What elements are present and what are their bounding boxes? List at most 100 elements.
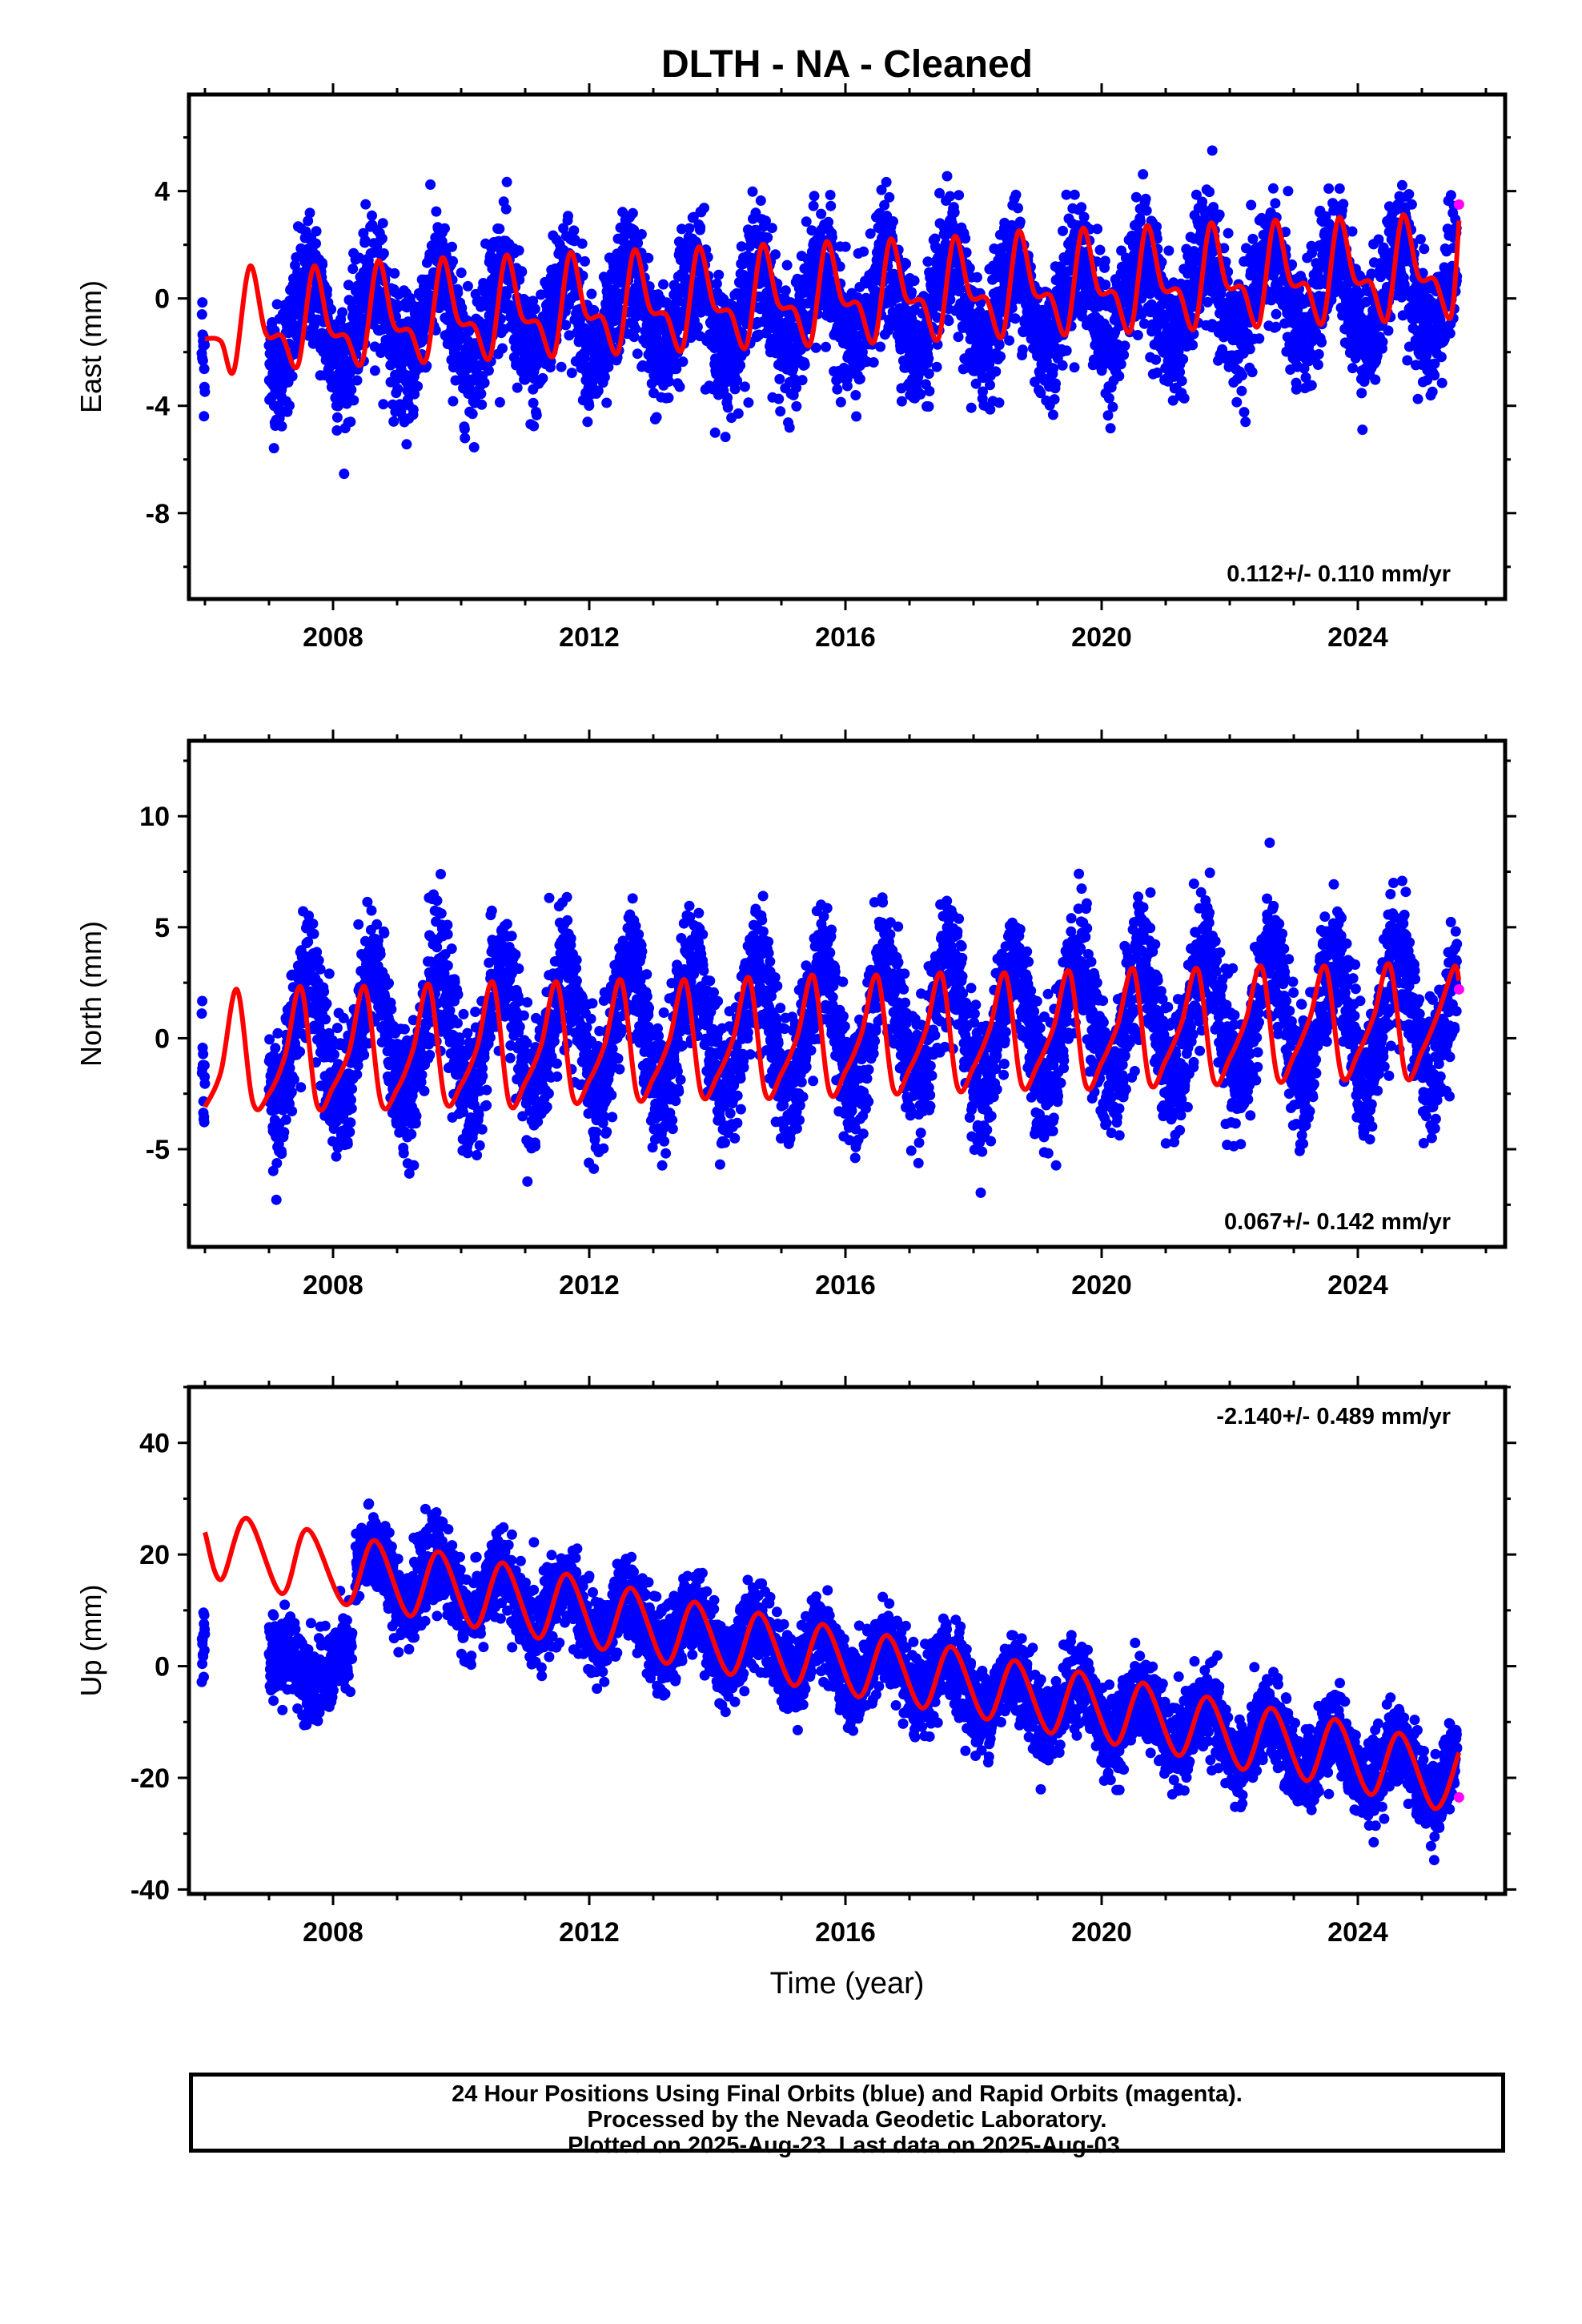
- final-orbit-point: [729, 384, 741, 395]
- final-orbit-point: [770, 249, 781, 260]
- final-orbit-point: [287, 371, 298, 382]
- final-orbit-point: [923, 353, 934, 364]
- final-orbit-point: [304, 207, 315, 219]
- final-orbit-point: [558, 223, 569, 234]
- final-orbit-point: [494, 223, 505, 235]
- final-orbit-point: [909, 275, 920, 286]
- final-orbit-point: [580, 255, 590, 267]
- final-orbit-point: [389, 267, 400, 279]
- final-orbit-point: [1115, 359, 1126, 370]
- final-orbit-point: [923, 368, 934, 380]
- final-orbit-point: [516, 267, 528, 278]
- final-orbit-point: [346, 384, 357, 396]
- final-orbit-point: [1132, 330, 1143, 340]
- final-orbit-point: [388, 416, 400, 427]
- final-orbit-point: [841, 380, 853, 392]
- final-orbit-point: [1048, 363, 1059, 374]
- final-orbit-point: [943, 316, 954, 327]
- final-orbit-point: [347, 263, 359, 275]
- final-orbit-point: [628, 332, 640, 343]
- final-orbit-point: [949, 207, 960, 218]
- final-orbit-point: [775, 406, 786, 417]
- final-orbit-point: [750, 207, 761, 219]
- final-orbit-point: [484, 318, 495, 329]
- final-orbit-point: [579, 353, 590, 364]
- final-orbit-point: [459, 424, 470, 435]
- final-orbit-point: [632, 238, 644, 248]
- final-orbits-points: [196, 145, 1463, 480]
- final-orbit-point: [199, 340, 211, 351]
- final-orbit-point: [651, 412, 662, 423]
- final-orbit-point: [695, 222, 706, 233]
- final-orbit-point: [448, 255, 459, 267]
- final-orbit-point: [197, 355, 208, 366]
- final-orbit-point: [378, 399, 389, 410]
- final-orbit-point: [284, 400, 295, 411]
- final-orbit-point: [537, 372, 548, 384]
- final-orbit-point: [271, 299, 283, 310]
- final-orbit-point: [677, 356, 689, 368]
- final-orbit-point: [1312, 360, 1323, 370]
- final-orbit-point: [448, 396, 459, 407]
- final-orbit-point: [317, 259, 328, 271]
- final-orbit-point: [431, 206, 442, 217]
- final-orbit-point: [923, 401, 934, 412]
- final-orbit-point: [1231, 396, 1243, 408]
- final-orbit-point: [736, 241, 747, 252]
- final-orbit-point: [1069, 189, 1080, 200]
- final-orbit-point: [720, 432, 731, 443]
- final-orbit-point: [1246, 199, 1257, 211]
- final-orbit-point: [497, 343, 508, 354]
- final-orbit-point: [345, 416, 356, 428]
- final-orbit-point: [966, 402, 977, 413]
- final-orbit-point: [1094, 244, 1106, 255]
- final-orbit-point: [632, 348, 643, 360]
- final-orbit-point: [762, 232, 773, 243]
- final-orbit-point: [512, 382, 523, 393]
- final-orbit-point: [1118, 349, 1130, 360]
- final-orbit-point: [331, 412, 343, 423]
- final-orbit-point: [409, 388, 420, 400]
- final-orbit-point: [456, 267, 467, 279]
- final-orbit-point: [359, 235, 371, 246]
- final-orbit-point: [747, 186, 758, 197]
- final-orbit-point: [713, 269, 725, 280]
- final-orbit-point: [392, 384, 404, 394]
- final-orbit-point: [766, 223, 777, 234]
- final-orbit-point: [784, 422, 795, 433]
- final-orbit-point: [528, 397, 539, 408]
- final-orbit-point: [268, 443, 279, 454]
- final-orbit-point: [452, 287, 464, 299]
- final-orbit-point: [1283, 186, 1294, 197]
- final-orbit-point: [531, 409, 542, 420]
- final-orbit-point: [773, 393, 785, 404]
- final-orbit-point: [601, 397, 612, 408]
- final-orbit-point: [1014, 216, 1026, 227]
- final-orbit-point: [1323, 183, 1335, 194]
- final-orbit-point: [568, 225, 580, 236]
- final-orbit-point: [630, 324, 641, 335]
- final-orbit-point: [832, 384, 843, 395]
- final-orbit-point: [1214, 209, 1225, 220]
- final-orbit-point: [1176, 376, 1187, 387]
- final-orbit-point: [199, 411, 210, 422]
- final-orbit-point: [1223, 227, 1234, 239]
- final-orbit-point: [692, 321, 703, 332]
- final-orbit-point: [801, 216, 812, 227]
- final-orbit-point: [901, 258, 911, 269]
- final-orbit-point: [584, 400, 595, 411]
- final-orbit-point: [788, 364, 799, 375]
- final-orbit-point: [1207, 145, 1218, 156]
- final-orbit-point: [854, 373, 865, 384]
- final-orbit-point: [576, 238, 588, 249]
- final-orbit-point: [722, 402, 733, 413]
- final-orbit-point: [945, 191, 956, 202]
- final-orbit-point: [924, 385, 935, 396]
- final-orbit-point: [684, 223, 695, 234]
- final-orbit-point: [674, 381, 685, 392]
- final-orbit-point: [1204, 187, 1215, 198]
- final-orbit-point: [1017, 344, 1028, 356]
- final-orbit-point: [196, 309, 207, 320]
